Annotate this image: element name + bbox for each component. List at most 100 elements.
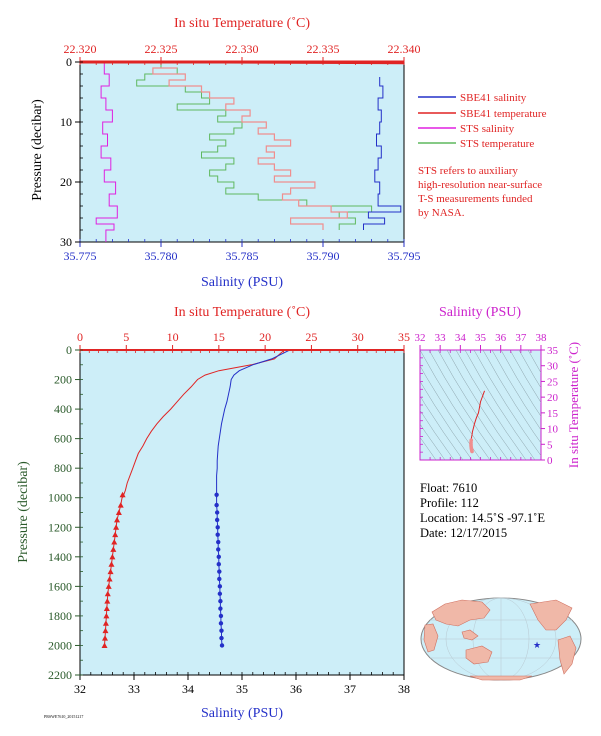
ts-isopycnal [482,350,541,444]
lower-y-ticks-label-5: 1000 [48,491,72,505]
upper-bottom-ticks-label-0: 35.775 [64,249,97,263]
upper-sbe41-salinity-line [363,77,402,230]
lower-temperature-marker [103,612,110,619]
upper-y-axis-label: Pressure (decibar) [30,99,45,201]
sts-note-line-3: T-S measurements funded [418,193,533,205]
lower-top-ticks-label-2: 10 [167,330,179,344]
upper-y-ticks-label-2: 20 [60,175,72,189]
lower-salinity-marker [215,525,220,530]
location-text: Location: 14.5˚S -97.1˚E [420,511,545,525]
ts-top-ticks: 32 33 34 35 36 37 38 [415,332,547,353]
lower-y-ticks-label-8: 1600 [48,579,72,593]
upper-bottom-ticks-label-2: 35.785 [226,249,259,263]
ts-isopycnal [420,380,473,460]
lower-temperature-marker [104,598,111,604]
map-graticule [422,597,580,681]
upper-top-ticks-label-2: 22.330 [226,42,259,56]
lower-top-ticks-label-1: 5 [123,330,129,344]
ts-y-axis-label: In situ Temperature (˚C) [566,342,581,468]
lower-bottom-ticks: 32 33 34 35 36 37 38 [74,672,410,696]
lower-salinity-marker [219,643,225,648]
upper-y-ticks-label-1: 10 [60,115,72,129]
lower-plot-area [79,349,405,676]
ts-isopycnal [473,350,541,457]
lower-salinity-marker [214,510,220,515]
lower-temperature-marker [102,627,109,634]
ts-isopycnal [420,409,455,460]
ts-isopycnal [491,350,541,431]
profile-text: Profile: 112 [420,496,479,510]
lower-temperature-marker [113,524,120,530]
ts-y-ticks: 0 5 10 15 20 25 30 35 [419,345,559,467]
lower-temperature-marker [119,491,126,498]
lower-temperature-marker [111,539,118,545]
upper-bottom-ticks-label-3: 35.790 [307,249,340,263]
upper-top-ticks-label-0: 22.320 [64,42,97,56]
lower-salinity-line [216,349,290,498]
lower-bottom-axis-label: Salinity (PSU) [201,706,283,721]
lower-bottom-ticks-label-0: 32 [74,682,86,696]
ts-y-tick-label: 20 [547,392,559,404]
ts-y-tick-label: 10 [547,424,559,436]
lower-top-axis-label: In situ Temperature (˚C) [174,305,310,320]
ts-isopycnal [527,350,541,374]
ts-isopycnal [420,436,437,460]
lower-salinity-marker [218,606,223,611]
lower-series-group [101,349,290,648]
lower-temperature-marker [117,502,124,508]
ts-isopycnal [500,350,541,418]
ts-top-ticks-label-4: 36 [495,332,507,344]
lower-temperature-marker [106,575,113,582]
lower-salinity-marker [217,576,222,582]
ts-isopycnal [420,350,491,460]
ts-top-ticks-label-1: 33 [435,332,447,344]
ts-top-axis-label: Salinity (PSU) [439,305,521,320]
lower-top-ticks-label-4: 20 [259,330,271,344]
ts-y-tick-label: 15 [547,408,559,420]
lower-salinity-marker [218,598,223,604]
ts-top-ticks-label-3: 35 [475,332,487,344]
lower-temperature-marker [115,509,122,515]
ts-y-tick-label: 5 [547,439,553,451]
lower-salinity-marker [216,554,221,560]
ts-isopycnal [455,350,527,460]
lower-bottom-ticks-label-5: 37 [344,682,356,696]
sts-note-line-4: by NASA. [418,207,465,219]
lower-temperature-marker [114,516,121,523]
lower-y-ticks-label-2: 400 [54,402,72,416]
legend-label-sts-salinity: STS salinity [460,123,515,135]
upper-bottom-ticks: 35.775 35.780 35.785 35.790 35.795 [64,239,421,263]
lower-temperature-marker [112,531,119,538]
lower-y-ticks-label-10: 2000 [48,638,72,652]
ts-top-ticks-label-5: 37 [515,332,527,344]
lower-y-ticks-label-0: 0 [66,343,72,357]
upper-bottom-ticks-label-4: 35.795 [388,249,421,263]
world-map: ★ [420,597,582,681]
upper-top-ticks-label-1: 22.325 [145,42,178,56]
float-location-marker: ★ [533,641,541,651]
ts-isopycnal [437,350,509,460]
upper-top-ticks: 22.320 22.325 22.330 22.335 22.340 [64,42,421,65]
lower-bottom-ticks-label-3: 35 [236,682,248,696]
lower-panel: 0 5 10 15 20 25 30 35 32 33 34 35 36 37 38 0 200 400 600… [16,305,410,721]
upper-y-ticks: 0 10 20 30 [60,55,83,249]
lower-y-ticks-label-4: 800 [54,461,72,475]
ts-top-ticks-label-0: 32 [415,332,426,344]
lower-salinity-marker [217,584,223,589]
date-text: Date: 12/17/2015 [420,526,507,540]
ts-isopycnal [428,350,500,460]
ts-y-tick-label: 35 [547,345,559,357]
upper-panel: 22.320 22.325 22.330 22.335 22.340 35.775 35.… [30,16,421,290]
float-info: Float: 7610 Profile: 112 Location: 14.5˚… [420,481,545,540]
sts-note-line-2: high-resolution near-surface [418,179,542,191]
lower-salinity-marker [219,628,224,633]
lower-temperature-marker [108,561,115,567]
ts-isopycnal [464,350,536,460]
lower-top-ticks-label-5: 25 [305,330,317,344]
ts-y-tick-label: 0 [547,455,553,467]
upper-y-ticks-label-0: 0 [66,55,72,69]
legend-label-sbe41-temperature: SBE41 temperature [460,108,547,120]
lower-y-ticks-label-7: 1400 [48,550,72,564]
lower-y-ticks-label-1: 200 [54,373,72,387]
lower-top-ticks-label-0: 0 [77,330,83,344]
